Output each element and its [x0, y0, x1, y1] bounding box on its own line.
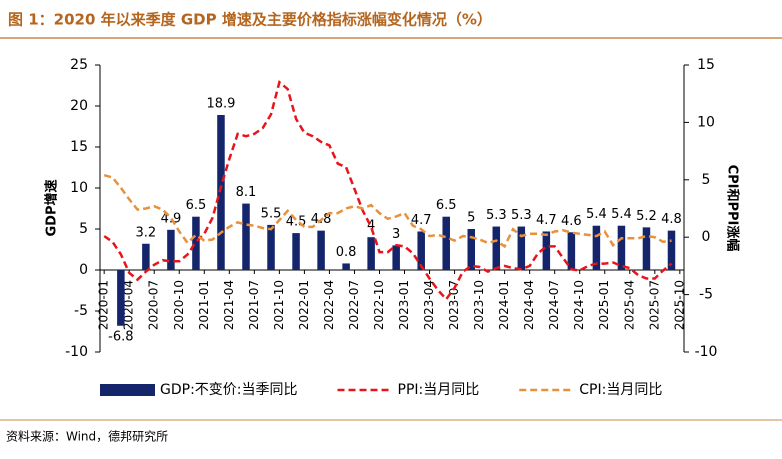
- x-tick-label: 2023-04: [422, 280, 436, 330]
- bar: [392, 245, 400, 270]
- bar: [492, 226, 501, 270]
- x-tick-label: 2024-10: [572, 280, 586, 330]
- bar: [667, 230, 676, 270]
- bar: [142, 243, 150, 270]
- value-label: 5.4: [611, 207, 632, 222]
- value-label: 3: [392, 227, 400, 242]
- value-label: 4.7: [411, 213, 432, 228]
- line: [103, 173, 672, 249]
- bar: [267, 224, 275, 270]
- x-tick-label: 2023-07: [447, 280, 461, 330]
- value-label: 3.2: [136, 225, 157, 240]
- bar: [342, 263, 350, 270]
- legend-label: PPI:当月同比: [398, 382, 480, 398]
- y-tick-label: 10: [70, 180, 88, 196]
- x-tick-label: 2025-01: [597, 280, 611, 330]
- bar: [217, 115, 225, 271]
- bar: [317, 230, 325, 270]
- y-tick-label: 0: [79, 262, 88, 278]
- x-tick-label: 2025-04: [622, 280, 636, 330]
- value-label: 5.5: [261, 206, 282, 221]
- x-tick-label: 2020-01: [97, 280, 111, 330]
- x-tick-label: 2021-07: [247, 280, 261, 330]
- x-tick-label: 2024-01: [497, 280, 511, 330]
- value-label: 4.7: [536, 213, 557, 228]
- value-label: 5.3: [511, 208, 532, 223]
- bar: [517, 226, 526, 270]
- value-label: 4.6: [561, 214, 582, 229]
- x-tick-label: 2023-01: [397, 280, 411, 330]
- line: [103, 79, 673, 302]
- x-tick-label: 2022-04: [322, 280, 336, 330]
- bar: [117, 270, 125, 326]
- x-tick-label: 2024-04: [522, 280, 536, 330]
- x-tick-label: 2021-04: [222, 280, 236, 330]
- source: 资料来源：Wind，德邦研究所: [6, 429, 168, 444]
- value-label: 6.5: [186, 198, 207, 213]
- x-tick-label: 2021-10: [272, 280, 286, 330]
- value-label: 18.9: [206, 97, 235, 112]
- x-tick-label: 2022-10: [372, 280, 386, 330]
- legend-label: GDP:不变价:当季同比: [160, 382, 298, 398]
- y-tick-label: 15: [70, 139, 88, 155]
- value-label: 5.2: [636, 209, 657, 224]
- value-label: 4: [367, 219, 375, 234]
- bar: [167, 229, 175, 270]
- bar: [467, 229, 476, 270]
- bar: [567, 232, 576, 270]
- x-tick-label: 2023-10: [472, 280, 486, 330]
- y2-tick-label: 15: [697, 57, 715, 73]
- x-tick-label: 2025-10: [672, 280, 686, 330]
- y-tick-label: 25: [70, 57, 88, 73]
- bar: [542, 231, 551, 270]
- y-tick-label: -10: [65, 344, 88, 360]
- chart-title: 图 1：2020 年以来季度 GDP 增速及主要价格指标涨幅变化情况（%）: [8, 11, 492, 29]
- y2-tick-label: 10: [697, 114, 715, 130]
- value-label: 6.5: [436, 198, 457, 213]
- x-tick-label: 2021-01: [197, 280, 211, 330]
- value-label: -6.8: [108, 329, 133, 344]
- y-axis-label: GDP增速: [44, 180, 60, 237]
- bar: [192, 216, 200, 270]
- bar: [292, 233, 300, 270]
- legend-label: CPI:当月同比: [579, 382, 662, 398]
- x-tick-label: 2025-07: [647, 280, 661, 330]
- x-tick-label: 2020-10: [172, 280, 186, 330]
- bar: [442, 216, 450, 270]
- x-tick-label: 2020-07: [147, 280, 161, 330]
- value-label: 5: [467, 211, 475, 226]
- x-tick-label: 2022-07: [347, 280, 361, 330]
- y-tick-label: 20: [70, 98, 88, 114]
- bar: [617, 225, 626, 270]
- value-label: 5.3: [486, 208, 507, 223]
- value-label: 8.1: [236, 185, 257, 200]
- bar: [417, 231, 425, 270]
- bar: [367, 237, 375, 270]
- x-tick-label: 2022-01: [297, 280, 311, 330]
- value-label: 5.4: [586, 207, 607, 222]
- bar: [592, 225, 601, 270]
- x-tick-label: 2024-07: [547, 280, 561, 330]
- bar: [642, 227, 651, 270]
- value-label: 4.8: [661, 212, 682, 227]
- x-tick-label: 2020-04: [122, 280, 136, 330]
- y-tick-label: -5: [74, 303, 88, 319]
- legend-swatch: [100, 384, 155, 396]
- bar: [242, 203, 250, 270]
- y2-axis-label: CPI和PPI涨幅: [725, 165, 741, 252]
- y-tick-label: 5: [79, 221, 88, 237]
- y2-tick-label: -10: [695, 344, 718, 360]
- value-label: 0.8: [336, 245, 357, 260]
- y2-tick-label: 0: [702, 229, 711, 245]
- y2-tick-label: 5: [702, 172, 711, 188]
- y2-tick-label: -5: [699, 287, 713, 303]
